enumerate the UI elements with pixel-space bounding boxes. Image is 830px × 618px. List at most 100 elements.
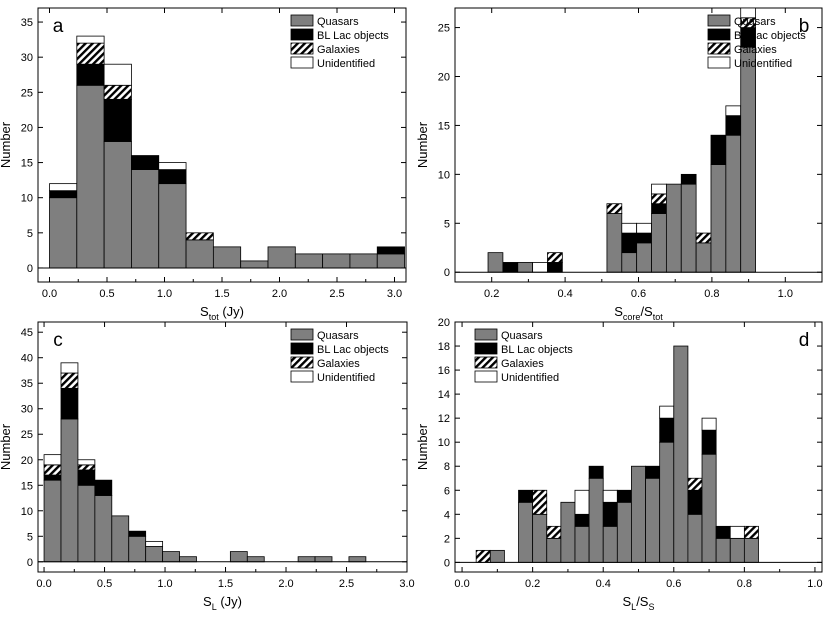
x-tick-label: 1.5 xyxy=(214,288,229,300)
bar-quasars xyxy=(710,164,727,273)
bar-unidentified xyxy=(60,362,79,374)
bar-bl-lac-objects xyxy=(76,63,105,86)
bar-unidentified xyxy=(725,105,742,117)
bar-unidentified xyxy=(636,222,652,234)
bar-unidentified xyxy=(621,222,638,234)
y-tick-label: 0 xyxy=(27,557,33,569)
bar-unidentified xyxy=(659,405,675,419)
bar-bl-lac-objects xyxy=(659,417,675,443)
bar-quasars xyxy=(111,515,130,563)
bar-quasars xyxy=(651,213,667,273)
x-tick-label: 0.5 xyxy=(97,578,112,590)
legend-swatch-galaxies xyxy=(707,42,731,55)
bar-quasars xyxy=(322,253,351,269)
legend-label-galaxies: Galaxies xyxy=(317,358,360,370)
y-tick-label: 25 xyxy=(21,429,33,441)
bar-quasars xyxy=(43,479,62,563)
bar-quasars xyxy=(606,213,623,273)
panel-letter: c xyxy=(53,330,63,351)
legend-swatch-unidentified xyxy=(707,56,731,69)
y-tick-label: 2 xyxy=(444,533,450,545)
bar-quasars xyxy=(645,477,661,563)
bar-unidentified xyxy=(701,417,717,431)
bar-quasars xyxy=(212,246,242,269)
y-tick-label: 10 xyxy=(438,437,450,449)
bar-bl-lac-objects xyxy=(687,489,703,515)
y-tick-label: 20 xyxy=(21,122,33,134)
bar-galaxies xyxy=(475,549,491,563)
x-tick-label: 0.8 xyxy=(737,578,752,590)
bar-quasars xyxy=(725,134,742,273)
bar-galaxies xyxy=(43,464,62,476)
legend-swatch-galaxies xyxy=(290,356,314,369)
x-tick-label: 0.6 xyxy=(631,288,646,300)
bar-galaxies xyxy=(687,477,703,491)
x-tick-label: 0.0 xyxy=(454,578,469,590)
bar-bl-lac-objects xyxy=(158,169,187,185)
x-axis-title: SL (Jy) xyxy=(203,594,242,612)
x-tick-label: 2.5 xyxy=(339,578,354,590)
bar-quasars xyxy=(489,549,505,563)
bar-quasars xyxy=(145,546,164,563)
panel-b: 0.2 0.4 0.6 0.8 1.0 0 5 10 15 20 25 Number Score/Sto… xyxy=(415,7,823,322)
bar-bl-lac-objects xyxy=(680,173,697,185)
bar-galaxies xyxy=(606,203,623,214)
bar-quasars xyxy=(560,501,576,563)
legend-label-galaxies: Galaxies xyxy=(317,44,360,56)
bar-quasars xyxy=(128,535,147,563)
bar-galaxies xyxy=(695,232,712,244)
y-tick-label: 5 xyxy=(444,218,450,230)
x-tick-label: 0.8 xyxy=(704,288,719,300)
legend-swatch-bllac xyxy=(290,28,314,41)
y-tick-label: 10 xyxy=(438,169,450,181)
bar-galaxies xyxy=(77,464,96,471)
bar-quasars xyxy=(49,197,78,269)
y-tick-label: 16 xyxy=(438,365,450,377)
bar-quasars xyxy=(240,260,269,269)
bar-quasars xyxy=(695,242,712,273)
bar-bl-lac-objects xyxy=(518,489,534,503)
x-tick-label: 3.0 xyxy=(399,578,414,590)
legend-swatch-quasars xyxy=(707,14,731,27)
y-tick-label: 10 xyxy=(21,193,33,205)
x-axis-title: SL/SS xyxy=(623,594,655,612)
legend-label-unidentified: Unidentified xyxy=(317,372,375,384)
bar-galaxies xyxy=(76,42,105,65)
bar-quasars xyxy=(621,252,638,273)
bar-unidentified xyxy=(49,183,78,192)
y-tick-label: 35 xyxy=(21,17,33,29)
x-tick-label: 1.0 xyxy=(807,578,822,590)
bar-unidentified xyxy=(729,525,745,539)
y-tick-label: 4 xyxy=(444,509,450,521)
bar-bl-lac-objects xyxy=(616,489,632,503)
bar-quasars xyxy=(701,453,717,563)
y-tick-label: 15 xyxy=(21,158,33,170)
y-tick-label: 40 xyxy=(21,353,33,365)
legend-swatch-unidentified xyxy=(290,56,314,69)
y-tick-label: 10 xyxy=(21,506,33,518)
bar-galaxies xyxy=(546,525,562,539)
legend-swatch-bllac xyxy=(290,342,314,355)
bar-quasars xyxy=(636,242,652,273)
legend-swatch-galaxies xyxy=(474,356,498,369)
bar-quasars xyxy=(659,441,675,563)
legend-label-quasars: Quasars xyxy=(317,16,359,28)
y-tick-label: 30 xyxy=(21,52,33,64)
x-tick-label: 1.5 xyxy=(218,578,233,590)
x-tick-label: 2.0 xyxy=(278,578,293,590)
bar-quasars xyxy=(77,484,96,563)
bar-quasars xyxy=(574,525,590,563)
bar-quasars xyxy=(680,183,697,273)
bar-unidentified xyxy=(532,262,548,273)
legend-swatch-quasars xyxy=(290,14,314,27)
legend-label-galaxies: Galaxies xyxy=(501,358,544,370)
y-tick-label: 30 xyxy=(21,404,33,416)
bar-bl-lac-objects xyxy=(43,474,62,481)
y-axis-title: Number xyxy=(415,423,430,470)
bar-quasars xyxy=(246,556,265,563)
y-tick-label: 25 xyxy=(21,87,33,99)
bar-galaxies xyxy=(547,252,563,263)
legend-label-quasars: Quasars xyxy=(317,330,359,342)
